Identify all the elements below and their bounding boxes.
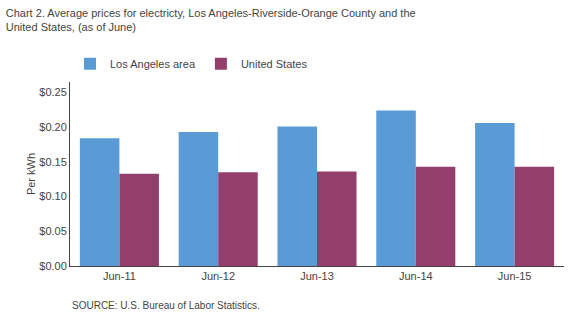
svg-text:Jun-11: Jun-11 xyxy=(103,270,136,282)
svg-text:$0.20: $0.20 xyxy=(39,121,67,133)
svg-text:Los Angeles area: Los Angeles area xyxy=(110,58,196,70)
svg-text:$0.10: $0.10 xyxy=(39,190,67,202)
svg-text:Jun-14: Jun-14 xyxy=(399,270,433,282)
svg-text:Per kWh: Per kWh xyxy=(25,153,37,195)
svg-text:$0.05: $0.05 xyxy=(39,225,67,237)
svg-text:$0.15: $0.15 xyxy=(39,156,67,168)
svg-text:United States: United States xyxy=(241,58,308,70)
svg-text:SOURCE: U.S. Bureau of Labor S: SOURCE: U.S. Bureau of Labor Statistics. xyxy=(72,300,260,311)
svg-text:Jun-12: Jun-12 xyxy=(201,270,235,282)
svg-text:$0.25: $0.25 xyxy=(39,86,67,98)
svg-text:Jun-15: Jun-15 xyxy=(498,270,532,282)
svg-text:Chart 2. Average prices for el: Chart 2. Average prices for electricty, … xyxy=(6,7,416,33)
svg-text:$0.00: $0.00 xyxy=(39,260,67,272)
svg-text:Jun-13: Jun-13 xyxy=(300,270,334,282)
